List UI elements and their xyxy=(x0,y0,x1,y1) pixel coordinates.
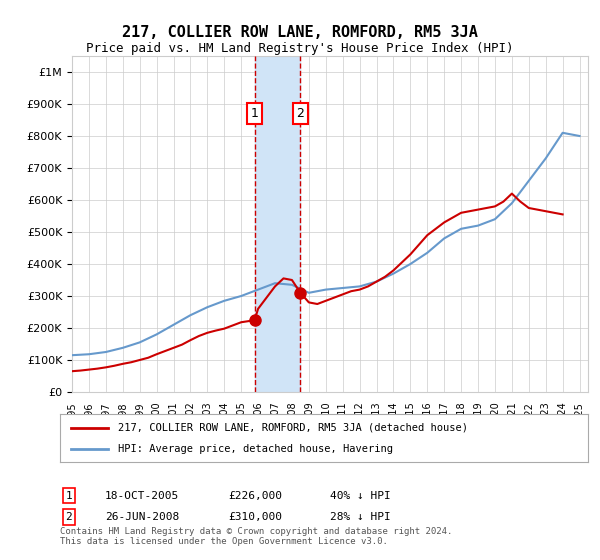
Text: 40% ↓ HPI: 40% ↓ HPI xyxy=(330,491,391,501)
Text: 1: 1 xyxy=(65,491,73,501)
Text: 18-OCT-2005: 18-OCT-2005 xyxy=(105,491,179,501)
Text: 28% ↓ HPI: 28% ↓ HPI xyxy=(330,512,391,522)
Text: 1: 1 xyxy=(251,107,259,120)
Text: 2: 2 xyxy=(65,512,73,522)
Text: £226,000: £226,000 xyxy=(228,491,282,501)
Text: 217, COLLIER ROW LANE, ROMFORD, RM5 3JA (detached house): 217, COLLIER ROW LANE, ROMFORD, RM5 3JA … xyxy=(118,423,468,433)
Text: 2: 2 xyxy=(296,107,304,120)
Text: Contains HM Land Registry data © Crown copyright and database right 2024.
This d: Contains HM Land Registry data © Crown c… xyxy=(60,526,452,546)
Text: HPI: Average price, detached house, Havering: HPI: Average price, detached house, Have… xyxy=(118,444,393,454)
Text: 217, COLLIER ROW LANE, ROMFORD, RM5 3JA: 217, COLLIER ROW LANE, ROMFORD, RM5 3JA xyxy=(122,25,478,40)
Bar xyxy=(255,56,301,392)
Text: Price paid vs. HM Land Registry's House Price Index (HPI): Price paid vs. HM Land Registry's House … xyxy=(86,42,514,55)
Text: 26-JUN-2008: 26-JUN-2008 xyxy=(105,512,179,522)
Text: £310,000: £310,000 xyxy=(228,512,282,522)
